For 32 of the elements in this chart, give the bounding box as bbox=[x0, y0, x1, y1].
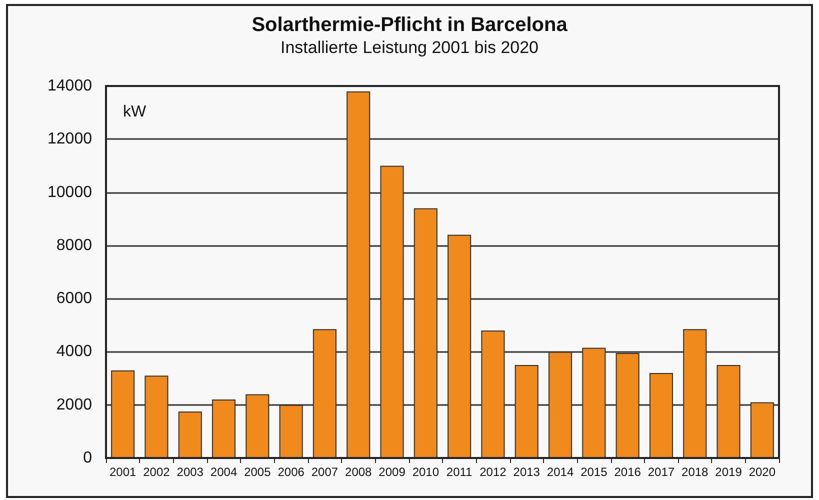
x-tick-label: 2005 bbox=[244, 465, 272, 479]
chart-title: Solarthermie-Pflicht in Barcelona bbox=[252, 14, 568, 36]
y-tick-label: 4000 bbox=[56, 343, 92, 360]
y-tick-label: 8000 bbox=[56, 236, 92, 254]
x-tick-label: 2011 bbox=[446, 465, 473, 479]
x-tick-label: 2019 bbox=[715, 465, 742, 479]
x-tick-label: 2002 bbox=[143, 465, 170, 479]
x-tick-label: 2004 bbox=[210, 465, 238, 479]
x-tick-label: 2020 bbox=[748, 465, 776, 479]
x-tick-label: 2003 bbox=[176, 465, 204, 479]
chart-subtitle: Installierte Leistung 2001 bis 2020 bbox=[280, 38, 539, 57]
x-tick-label: 2001 bbox=[109, 465, 136, 479]
x-tick-label: 2006 bbox=[278, 465, 305, 479]
x-tick-label: 2013 bbox=[513, 465, 540, 479]
x-tick-label: 2008 bbox=[345, 465, 372, 479]
y-axis-title: kW bbox=[123, 104, 147, 120]
bar bbox=[178, 412, 202, 458]
x-tick-label: 2014 bbox=[546, 465, 574, 479]
x-tick-label: 2009 bbox=[378, 465, 406, 479]
y-tick-label: 14000 bbox=[48, 78, 92, 94]
y-tick-label: 10000 bbox=[48, 184, 92, 201]
x-tick-label: 2012 bbox=[480, 465, 507, 479]
x-tick-label: 2015 bbox=[580, 465, 608, 479]
x-tick-label: 2018 bbox=[682, 465, 709, 479]
x-tick-label: 2017 bbox=[648, 465, 675, 479]
x-tick-label: 2016 bbox=[614, 465, 642, 479]
x-tick-label: 2007 bbox=[311, 465, 338, 479]
y-tick-label: 12000 bbox=[48, 130, 92, 148]
y-tick-label: 2000 bbox=[56, 396, 92, 414]
y-tick-label: 6000 bbox=[56, 290, 92, 308]
y-tick-label: 0 bbox=[83, 450, 92, 466]
x-tick-label: 2010 bbox=[412, 465, 440, 479]
